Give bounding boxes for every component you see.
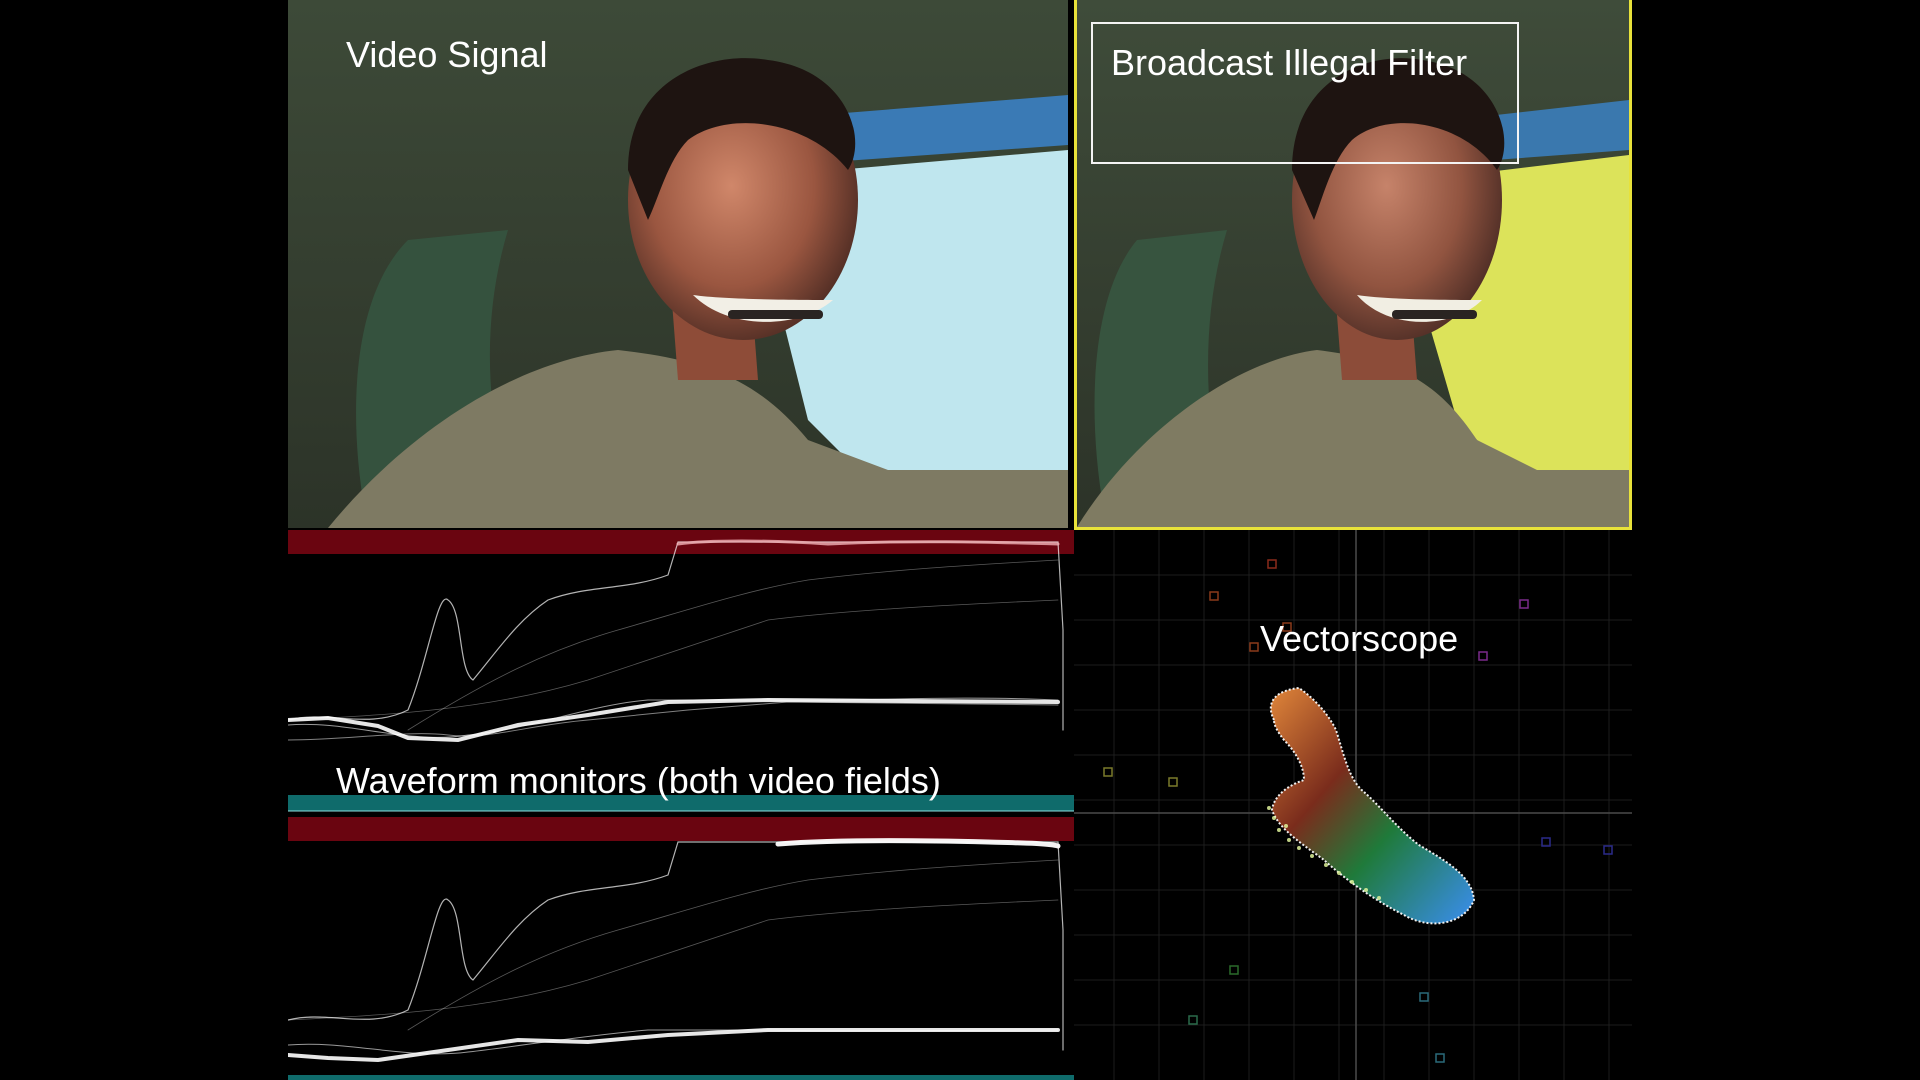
broadcast-filter-frame [1077,0,1629,527]
broadcast-filter-panel: Broadcast Illegal Filter [1074,0,1632,530]
safe-level-band-field2 [288,1075,1074,1080]
vectorscope-speckles [1267,806,1381,900]
vectorscope-panel: Vectorscope [1074,530,1632,1080]
broadcast-filter-label-box [1091,22,1519,164]
waveform-monitor-panel: Waveform monitors (both video fields) [288,530,1074,1080]
waveform-label: Waveform monitors (both video fields) [336,760,941,801]
vectorscope-graphics [1074,530,1632,1080]
vectorscope-label: Vectorscope [1260,618,1459,659]
vectorscope-trace [1269,686,1476,925]
waveform-field1-trace [288,539,1064,743]
broadcast-filter-label: Broadcast Illegal Filter [1111,42,1468,83]
video-signal-label: Video Signal [346,34,548,75]
waveform-field2-trace [288,838,1064,1063]
safe-level-band-field1 [288,795,1074,811]
vectorscope-grid [1074,530,1632,1080]
waveform-monitor-graphics [288,530,1074,1080]
video-signal-frame [288,0,1068,528]
video-signal-panel: Video Signal [288,0,1068,528]
illegal-level-band-field2 [288,817,1074,841]
